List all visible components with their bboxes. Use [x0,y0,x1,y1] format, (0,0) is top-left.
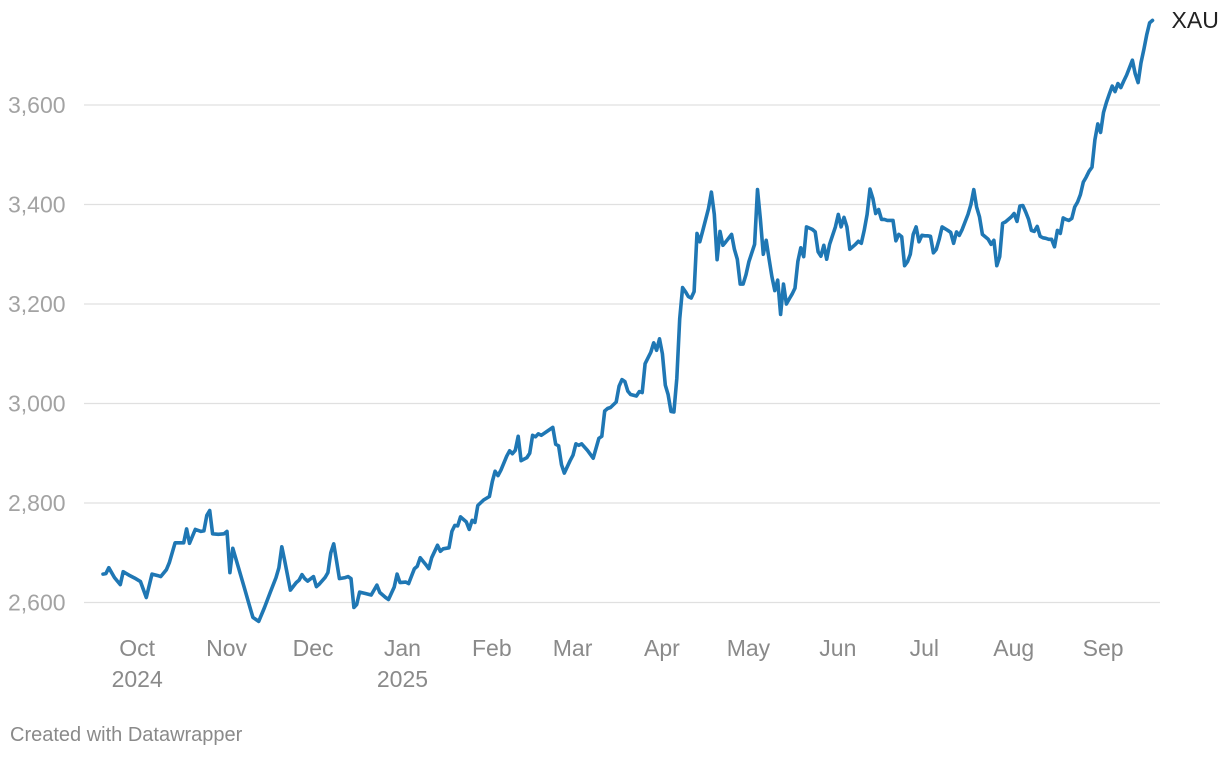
x-axis-ticks: Oct 2024 Nov Dec Jan 2025 Feb Mar Apr May Jun Jul Au… [112,635,1124,692]
x-tick-label-nov: Nov [206,635,247,661]
x-tick-label-jul: Jul [910,635,939,661]
x-tick-label-mar: Mar [553,635,593,661]
x-tick-label-apr: Apr [644,635,680,661]
y-tick-label: 3,000 [8,391,66,417]
series-line-xau [101,18,1155,624]
x-tick-year-2025: 2025 [377,666,428,692]
y-tick-label: 3,400 [8,192,66,218]
x-tick-year-2024: 2024 [112,666,163,692]
x-tick-label-aug: Aug [993,635,1034,661]
series-layer: XAU [101,7,1219,624]
x-tick-label-oct: Oct [119,635,155,661]
y-axis-ticks: 2,600 2,800 3,000 3,200 3,400 3,600 [8,92,66,616]
x-tick-label-dec: Dec [293,635,334,661]
x-tick-label-sep: Sep [1083,635,1124,661]
credit-text: Created with Datawrapper [10,724,243,746]
x-tick-label-feb: Feb [472,635,512,661]
x-tick-label-jan: Jan [384,635,421,661]
gridlines [84,104,1160,604]
x-tick-label-may: May [727,635,771,661]
y-tick-label: 2,600 [8,590,66,616]
series-label-xau: XAU [1172,7,1219,33]
x-tick-label-jun: Jun [819,635,856,661]
y-tick-label: 3,600 [8,92,66,118]
y-tick-label: 3,200 [8,291,66,317]
y-tick-label: 2,800 [8,490,66,516]
